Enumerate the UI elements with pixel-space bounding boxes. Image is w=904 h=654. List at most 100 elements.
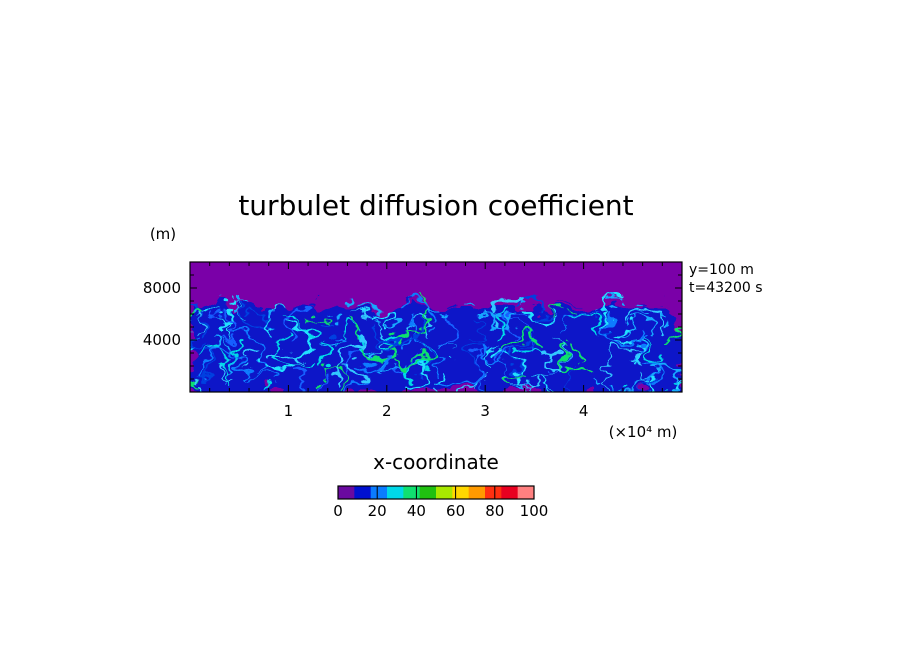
edge-fleck [480, 310, 489, 313]
eddy-streak [213, 312, 236, 333]
eddy-streak [641, 343, 670, 362]
eddy-streak [532, 356, 567, 372]
eddy-streak [289, 324, 312, 364]
colorbar-swatch [403, 486, 421, 499]
eddy-streak [622, 308, 668, 339]
eddy-streak [348, 353, 359, 373]
edge-fleck [405, 313, 412, 317]
x-axis-ticks: 1 2 3 4 [209, 262, 663, 420]
eddy-streak [442, 363, 454, 380]
eddy-streak [318, 336, 334, 343]
edge-fleck [426, 307, 440, 311]
eddy-streak [352, 340, 375, 356]
eddy-streak [644, 360, 663, 385]
eddy-streak [200, 356, 248, 380]
eddy-streak [528, 308, 555, 322]
eddy-streak [483, 309, 525, 328]
eddy-streak [505, 352, 515, 372]
y-axis-ticks: 4000 8000 [143, 274, 682, 380]
eddy-streak [261, 388, 266, 392]
eddy-streak [365, 352, 389, 367]
eddy-streak [630, 355, 644, 365]
annotation-t: t=43200 s [689, 280, 763, 296]
eddy-streak [378, 364, 388, 374]
edge-fleck [374, 315, 383, 318]
eddy-streak [243, 348, 257, 365]
eddy-streak [285, 308, 312, 340]
eddy-streak [603, 318, 646, 348]
colorbar-tick-label: 0 [333, 502, 343, 520]
eddy-streak [271, 347, 301, 366]
eddy-streak [194, 313, 207, 334]
edge-fleck [238, 305, 251, 308]
eddy-streak [511, 295, 545, 309]
edge-fleck [393, 318, 404, 322]
eddy-streak [197, 354, 210, 379]
eddy-streak [234, 328, 265, 373]
annotation-y: y=100 m [689, 262, 754, 278]
eddy-streak [587, 380, 605, 388]
y-unit-label: (m) [150, 225, 176, 243]
edge-fleck [648, 306, 652, 310]
eddy-streak [569, 341, 582, 366]
x-tick-label: 1 [284, 402, 294, 420]
eddy-streak [649, 363, 680, 387]
eddy-streak [260, 360, 291, 378]
colorbar-tick-label: 80 [485, 502, 504, 520]
eddy-streak [623, 342, 640, 361]
eddy-streak [397, 290, 431, 338]
eddy-streak [422, 384, 428, 392]
eddy-streak [326, 378, 333, 392]
colorbar-swatch [354, 486, 372, 499]
eddy-streak [531, 390, 534, 392]
colorbar-swatch [485, 486, 502, 499]
eddy-streak [409, 365, 433, 392]
eddy-streak [633, 339, 650, 357]
edge-fleck [567, 302, 578, 304]
edge-fleck [405, 303, 413, 305]
eddy-streak [432, 357, 446, 370]
eddy-streak [366, 307, 393, 328]
eddy-streak [435, 339, 460, 356]
colorbar-swatch [387, 486, 404, 499]
colorbar-swatch [370, 486, 388, 499]
eddy-streak [616, 380, 656, 392]
edge-fleck [191, 309, 196, 313]
eddy-streak [406, 319, 426, 352]
eddy-streak [207, 337, 221, 361]
eddy-streak [223, 303, 238, 335]
edge-fleck [594, 317, 603, 320]
edge-fleck [449, 302, 456, 306]
eddy-streak [603, 350, 637, 390]
eddy-streak [211, 341, 235, 382]
eddy-streak [561, 312, 599, 333]
edge-fleck [214, 311, 223, 315]
colorbar-tick-label: 60 [446, 502, 465, 520]
edge-fleck [348, 300, 358, 304]
eddy-streak [586, 320, 609, 333]
edge-fleck [243, 301, 249, 305]
edge-fleck [331, 317, 343, 321]
eddy-streak [618, 328, 634, 340]
eddy-streak [335, 346, 362, 387]
eddy-streak [482, 342, 508, 368]
colorbar-swatch [517, 486, 535, 499]
eddy-streak [351, 380, 369, 392]
eddy-streak [230, 342, 249, 368]
eddy-streak [532, 376, 558, 392]
x-unit-label: (×10⁴ m) [609, 423, 678, 441]
edge-fleck [642, 303, 649, 306]
edge-fleck [518, 301, 528, 305]
eddy-streak [496, 297, 522, 325]
colorbar: 0 20 40 60 80 100 [333, 485, 548, 520]
colorbar-swatch [452, 486, 470, 499]
eddy-streak [502, 332, 542, 353]
eddy-streak [330, 326, 342, 340]
edge-fleck [259, 311, 273, 315]
eddy-streak [549, 305, 570, 315]
eddy-streak [337, 368, 353, 390]
y-tick-label: 4000 [143, 331, 181, 349]
eddy-streak [400, 322, 435, 335]
colorbar-swatch [419, 486, 437, 499]
